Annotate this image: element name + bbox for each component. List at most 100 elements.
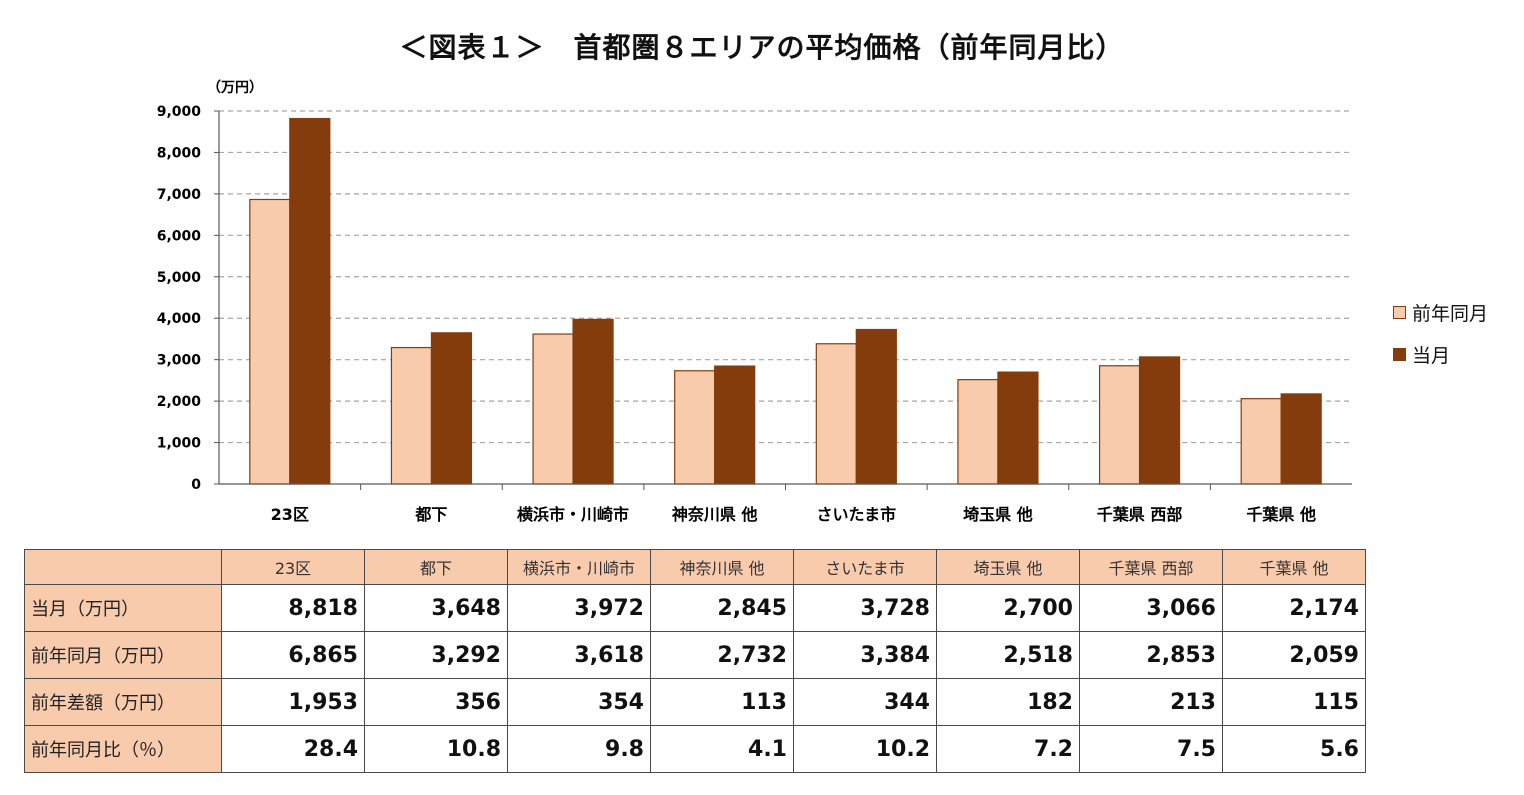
table-cell: 2,732 [650,631,794,679]
bar-current [997,371,1039,485]
table-cell: 3,728 [793,584,937,632]
bar-prev-year [1098,365,1141,485]
bar-current [855,328,897,485]
y-tick-label: 3,000 [157,353,202,369]
legend-label-prev: 前年同月 [1412,302,1489,325]
y-tick-label: 5,000 [157,270,202,286]
table-row-label: 前年差額（万円） [24,678,222,726]
table-cell: 3,648 [364,584,508,632]
y-tick-label: 0 [191,477,201,493]
y-tick-label: 4,000 [157,311,202,327]
table-cell: 354 [507,678,651,726]
table-row: 前年同月比（％） 28.4 10.8 9.8 4.1 10.2 7.2 7.5 … [24,725,1366,773]
table-corner-cell [24,549,222,585]
axes [218,111,1352,485]
legend-swatch-curr [1393,347,1406,361]
x-tick-label: 千葉県 他 [1246,505,1316,524]
table-header-cell: 埼玉県 他 [936,549,1080,585]
table-row-label: 前年同月比（％） [24,725,222,773]
bar-current [1280,393,1322,485]
table-row: 前年差額（万円） 1,953 356 354 113 344 182 213 1… [24,678,1366,726]
table-cell: 1,953 [221,678,365,726]
table-header-cell: 横浜市・川崎市 [507,549,651,585]
table-cell: 356 [364,678,508,726]
legend-swatch-prev [1393,305,1406,319]
table-cell: 3,972 [507,584,651,632]
y-tick-label: 9,000 [157,104,202,120]
bar-prev-year [815,343,857,485]
chart-legend: 前年同月 当月 [1393,298,1488,382]
table-header-row: 23区 都下 横浜市・川崎市 神奈川県 他 さいたま市 埼玉県 他 千葉県 西部… [24,549,1366,585]
table-cell: 2,059 [1222,631,1366,679]
table-header-cell: 23区 [221,549,365,585]
x-tick-label: 23区 [271,505,309,524]
bars [249,117,1322,485]
bar-current [289,117,331,485]
table-cell: 7.5 [1079,725,1223,773]
table-cell: 113 [650,678,794,726]
table-cell: 5.6 [1222,725,1366,773]
table-cell: 10.8 [364,725,508,773]
bar-chart: （万円） 0 1,000 2,000 3,000 4,000 5,000 6,000 7,00… [157,80,1352,524]
table-row-label: 前年同月（万円） [24,631,222,679]
table-cell: 4.1 [650,725,794,773]
table-cell: 3,618 [507,631,651,679]
table-cell: 3,384 [793,631,937,679]
bar-prev-year [390,346,433,485]
x-tick-label: さいたま市 [817,505,897,524]
table-cell: 28.4 [221,725,365,773]
chart-title: ＜図表１＞ 首都圏８エリアの平均価格（前年同月比） [399,31,1125,64]
table-cell: 2,700 [936,584,1080,632]
y-tick-label: 1,000 [157,436,202,452]
table-cell: 344 [793,678,937,726]
bar-current [572,318,614,485]
x-tick-label: 千葉県 西部 [1097,505,1183,524]
table-header-cell: 神奈川県 他 [650,549,794,585]
legend-item-curr: 当月 [1393,340,1488,368]
table-header-cell: 都下 [364,549,508,585]
table-row-label: 当月（万円） [24,584,222,632]
table-cell: 10.2 [793,725,937,773]
table-cell: 8,818 [221,584,365,632]
table-cell: 2,845 [650,584,794,632]
legend-item-prev: 前年同月 [1393,298,1488,326]
y-axis-unit-label: （万円） [207,80,263,96]
x-tick-label: 神奈川県 他 [672,505,758,524]
table-header-cell: 千葉県 西部 [1079,549,1223,585]
data-table: 23区 都下 横浜市・川崎市 神奈川県 他 さいたま市 埼玉県 他 千葉県 西部… [24,549,1366,773]
y-tick-label: 8,000 [157,145,202,161]
bar-current [714,365,756,485]
grid-lines [219,110,1352,444]
table-cell: 7.2 [936,725,1080,773]
table-cell: 3,292 [364,631,508,679]
table-cell: 2,174 [1222,584,1366,632]
bar-prev-year [532,333,574,485]
table-cell: 2,518 [936,631,1080,679]
bar-current [1138,356,1181,485]
table-cell: 115 [1222,678,1366,726]
table-cell: 3,066 [1079,584,1223,632]
x-tick-label: 横浜市・川崎市 [517,505,629,524]
bar-prev-year [957,379,999,485]
y-tick-label: 2,000 [157,394,202,410]
y-tick-label: 7,000 [157,187,202,203]
bar-prev-year [674,370,716,485]
table-cell: 213 [1079,678,1223,726]
legend-label-curr: 当月 [1412,344,1451,367]
x-axis-ticks: 23区 都下 横浜市・川崎市 神奈川県 他 さいたま市 埼玉県 他 千葉県 西部 千葉県 他 [271,484,1316,524]
y-axis-ticks: 0 1,000 2,000 3,000 4,000 5,000 6,000 7,000 8,00… [157,104,219,493]
x-tick-label: 埼玉県 他 [963,505,1033,524]
table-header-cell: 千葉県 他 [1222,549,1366,585]
table-cell: 2,853 [1079,631,1223,679]
table-cell: 6,865 [221,631,365,679]
bar-prev-year [249,198,291,485]
y-tick-label: 6,000 [157,228,202,244]
table-cell: 9.8 [507,725,651,773]
table-cell: 182 [936,678,1080,726]
bar-current [430,332,473,485]
x-tick-label: 都下 [414,505,447,524]
table-row: 当月（万円） 8,818 3,648 3,972 2,845 3,728 2,7… [24,584,1366,632]
table-row: 前年同月（万円） 6,865 3,292 3,618 2,732 3,384 2… [24,631,1366,679]
bar-prev-year [1240,398,1282,485]
table-header-cell: さいたま市 [793,549,937,585]
